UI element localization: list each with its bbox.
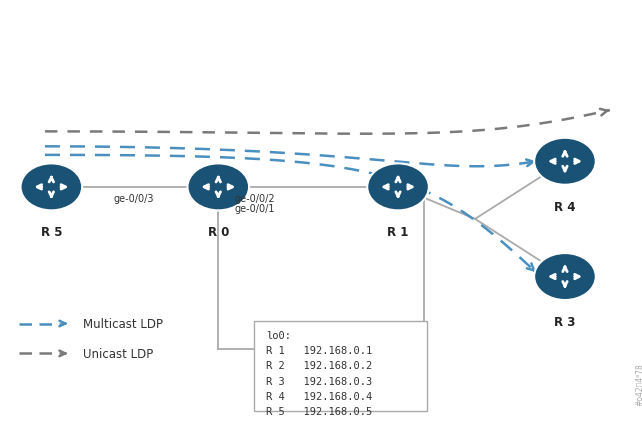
Text: R 1: R 1 bbox=[387, 226, 409, 239]
Text: ge-0/0/2: ge-0/0/2 bbox=[234, 193, 275, 203]
Ellipse shape bbox=[21, 164, 82, 211]
Text: R 5: R 5 bbox=[40, 226, 62, 239]
Text: R 4: R 4 bbox=[554, 200, 576, 213]
Ellipse shape bbox=[290, 326, 352, 373]
Text: R 0: R 0 bbox=[207, 226, 229, 239]
Ellipse shape bbox=[187, 164, 249, 211]
Text: R 3: R 3 bbox=[554, 315, 576, 328]
Ellipse shape bbox=[367, 164, 429, 211]
Text: Multicast LDP: Multicast LDP bbox=[83, 317, 164, 330]
Ellipse shape bbox=[534, 253, 596, 300]
Text: ge-0/0/3: ge-0/0/3 bbox=[114, 193, 154, 203]
Ellipse shape bbox=[534, 138, 596, 185]
Text: lo0:
R 1   192.168.0.1
R 2   192.168.0.2
R 3   192.168.0.3
R 4   192.168.0.4
R 5: lo0: R 1 192.168.0.1 R 2 192.168.0.2 R 3… bbox=[266, 330, 372, 416]
FancyBboxPatch shape bbox=[254, 322, 427, 411]
Text: R 2: R 2 bbox=[310, 388, 332, 400]
Text: #o42⑸4⁸78: #o42⑸4⁸78 bbox=[634, 362, 642, 405]
Text: Unicast LDP: Unicast LDP bbox=[83, 347, 153, 360]
Text: ge-0/0/1: ge-0/0/1 bbox=[234, 204, 275, 214]
